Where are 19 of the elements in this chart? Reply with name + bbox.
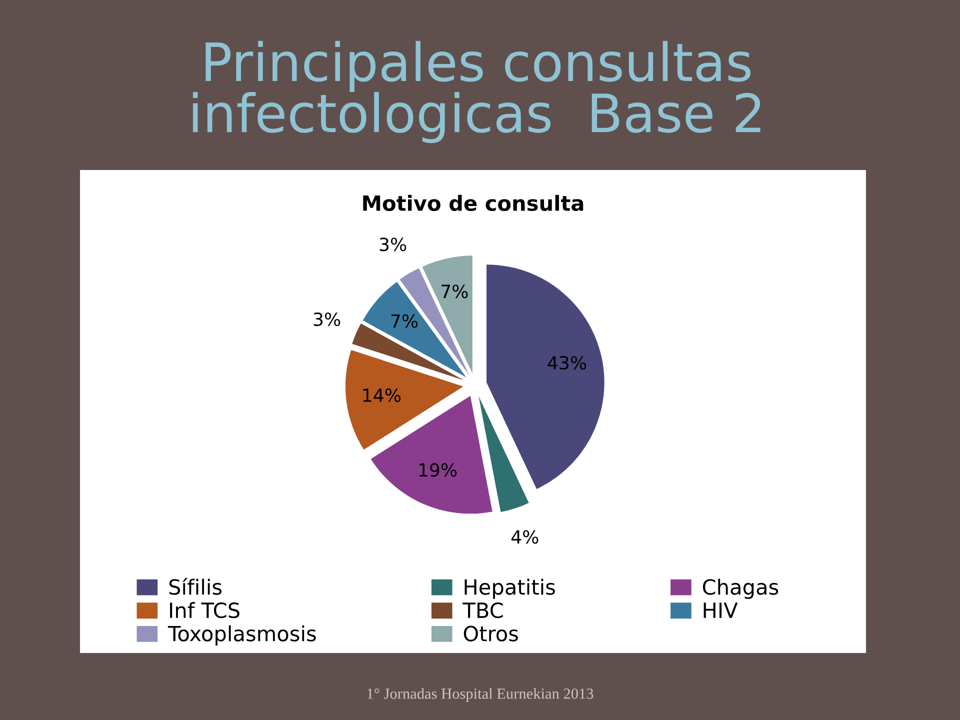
data-label: 7% — [391, 314, 418, 328]
legend-label: Inf TCS — [170, 602, 240, 618]
data-label: 3% — [380, 238, 406, 252]
data-label: 19% — [419, 463, 457, 477]
legend-label: Toxoplasmosis — [168, 625, 316, 646]
data-label: 7% — [442, 284, 468, 298]
legend-label: Hepatitis — [464, 578, 555, 599]
chart-title: Principales consultas infectologicas Base 2 — [192, 40, 760, 144]
data-label: 4% — [511, 530, 538, 544]
legend-label: Otros — [464, 626, 518, 642]
legend-label: Sífilis — [169, 578, 222, 595]
legend-label: TBC — [462, 602, 503, 618]
legend-label: Chagas — [702, 578, 778, 599]
chart-subtitle: Motivo de consulta — [363, 194, 584, 212]
data-label: 43% — [548, 356, 586, 370]
text: 1° Jornadas Hospital Eurnekian 2013 — [368, 688, 594, 702]
data-label: 3% — [314, 312, 340, 326]
legend-label: HIV — [704, 602, 738, 618]
data-label: 14% — [363, 388, 401, 402]
